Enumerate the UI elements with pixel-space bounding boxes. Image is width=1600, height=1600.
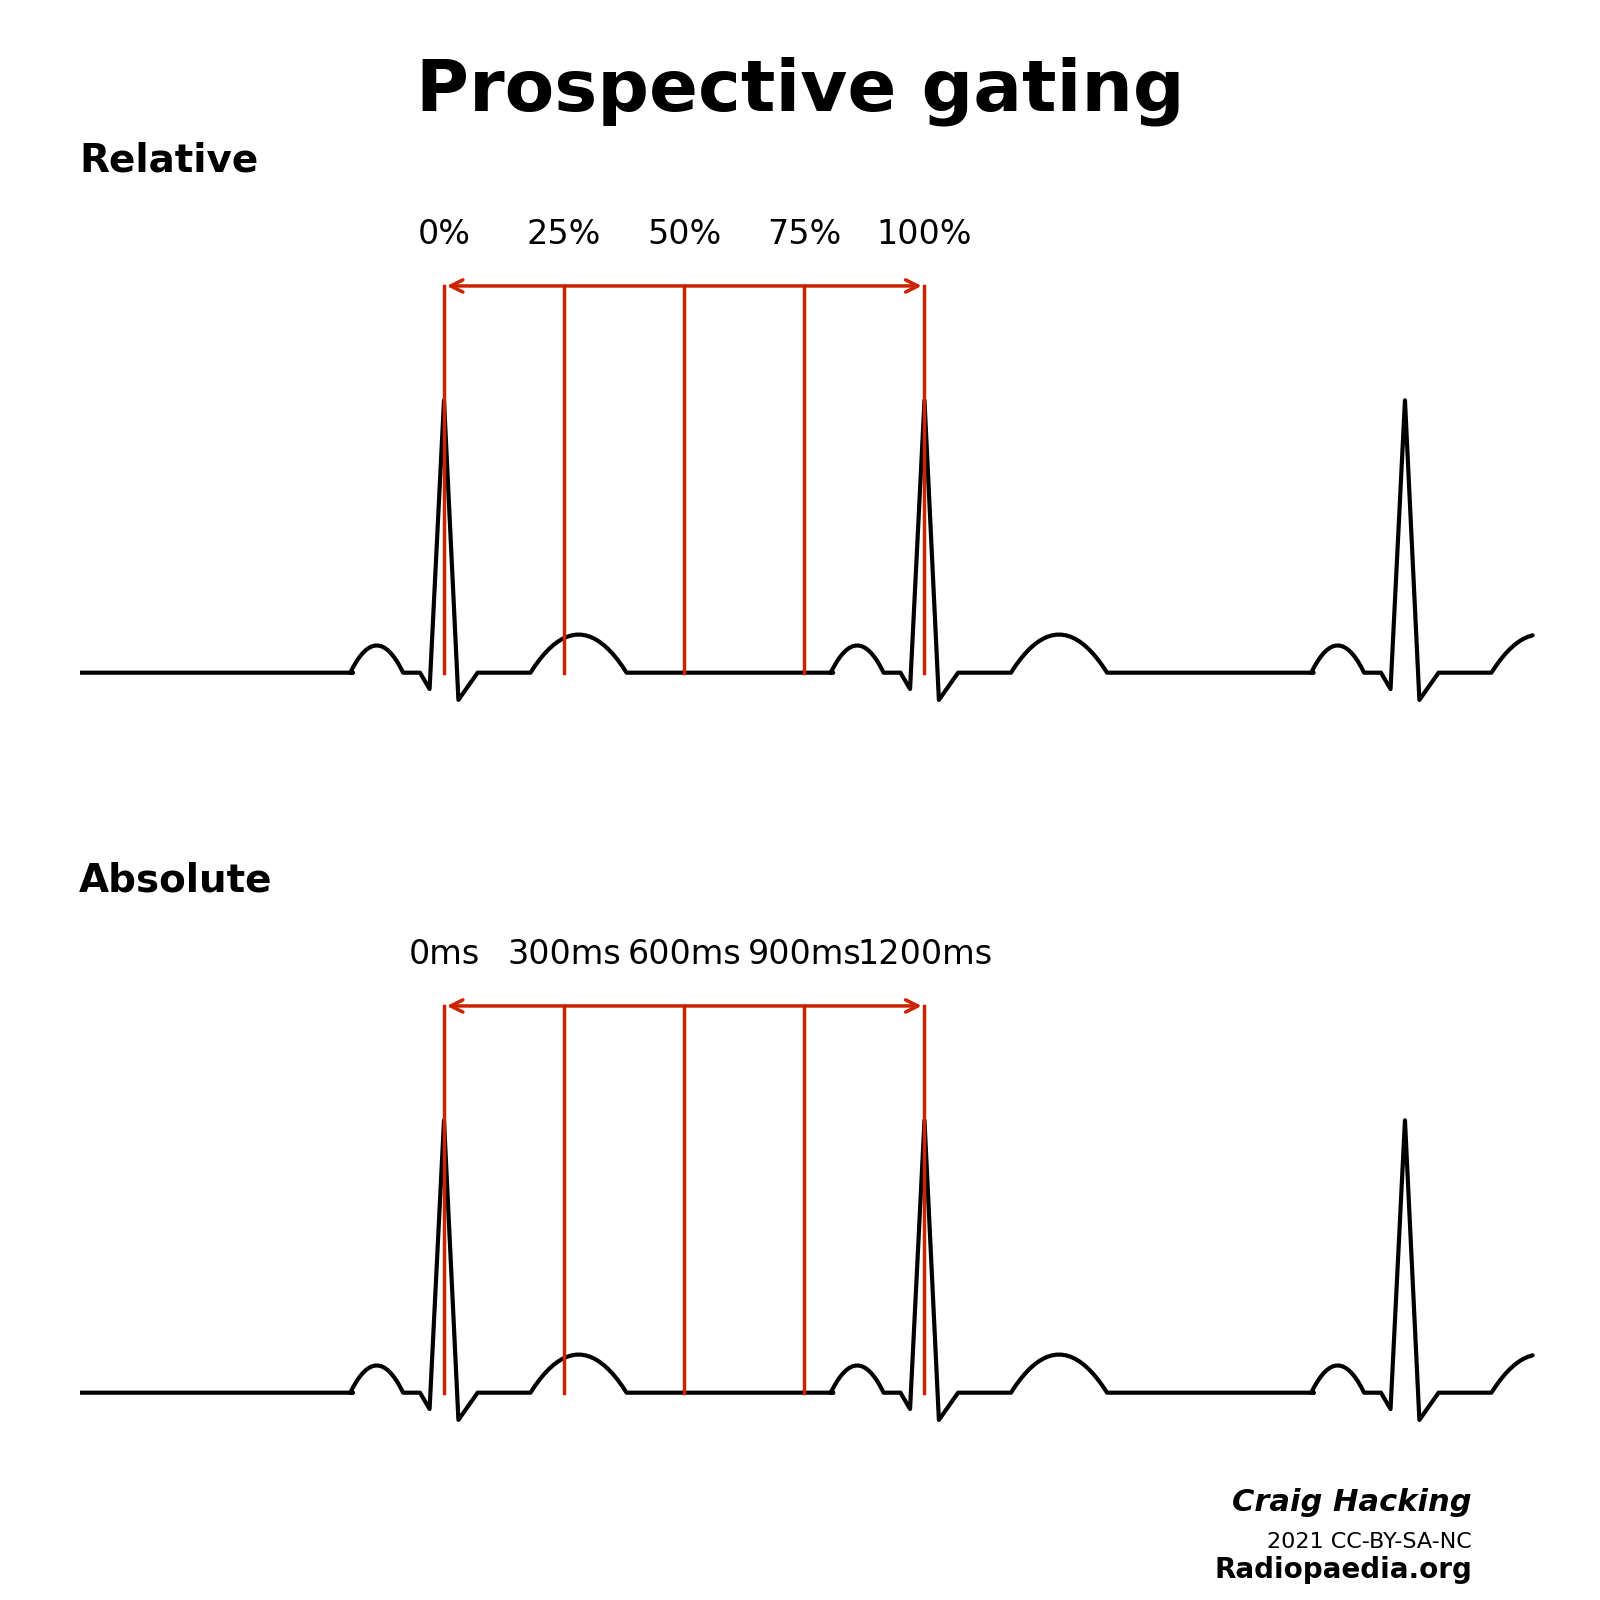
Text: 25%: 25% [526, 218, 602, 251]
Text: 600ms: 600ms [627, 938, 741, 971]
Text: Radiopaedia.org: Radiopaedia.org [1214, 1555, 1472, 1584]
Text: 900ms: 900ms [747, 938, 861, 971]
Text: Absolute: Absolute [80, 862, 272, 899]
Text: Craig Hacking: Craig Hacking [1232, 1488, 1472, 1517]
Text: 0ms: 0ms [408, 938, 480, 971]
Text: Prospective gating: Prospective gating [416, 56, 1184, 125]
Text: 100%: 100% [877, 218, 973, 251]
Text: 1200ms: 1200ms [858, 938, 992, 971]
Text: 50%: 50% [646, 218, 722, 251]
Text: 0%: 0% [418, 218, 470, 251]
Text: 75%: 75% [768, 218, 842, 251]
Text: 300ms: 300ms [507, 938, 621, 971]
Text: 2021 CC-BY-SA-NC: 2021 CC-BY-SA-NC [1267, 1533, 1472, 1552]
Text: Relative: Relative [80, 142, 259, 179]
